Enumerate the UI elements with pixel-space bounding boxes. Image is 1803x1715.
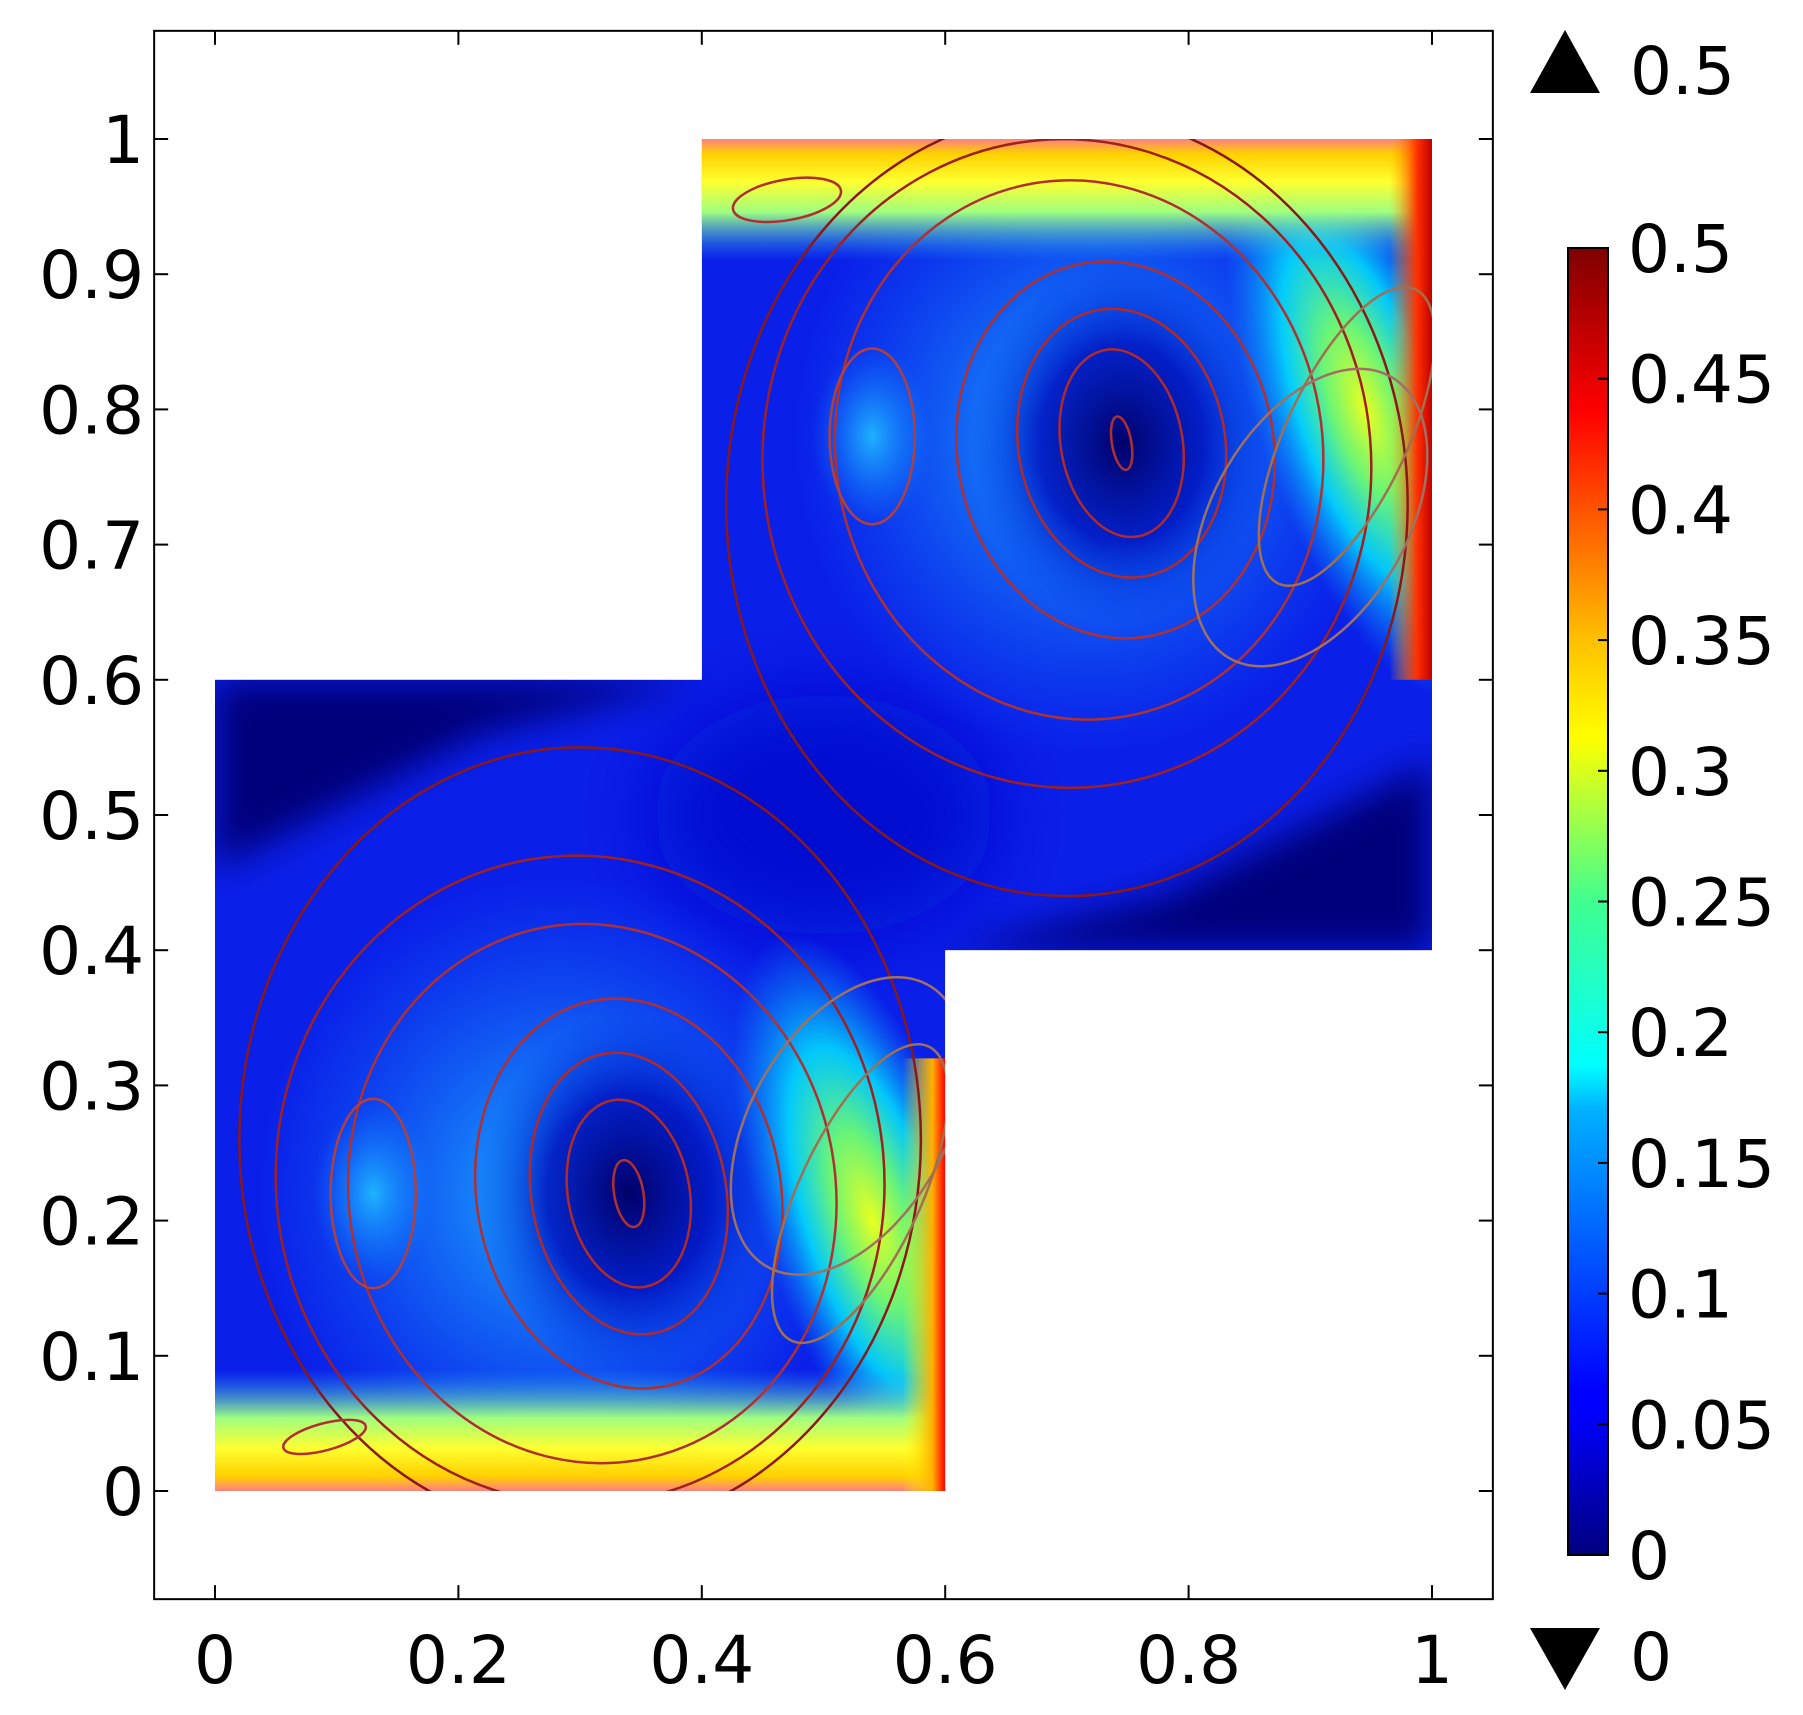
streamline [1058, 348, 1186, 539]
streamline [611, 1158, 646, 1229]
corner-dark-left [215, 679, 702, 870]
streamline [955, 260, 1277, 640]
colorbar-tick-label: 0.1 [1628, 1257, 1733, 1334]
y-tick-label: 0.3 [39, 1048, 144, 1125]
y-tick-label: 0.1 [39, 1319, 144, 1396]
streamline [238, 746, 923, 1491]
colorbar-tick-label: 0.2 [1628, 995, 1733, 1072]
field-layers [215, 139, 1432, 1491]
y-tick-label: 0 [102, 1454, 144, 1531]
range-min-label: 0 [1630, 1619, 1672, 1696]
streamline [274, 854, 886, 1491]
streamline [1109, 415, 1134, 472]
neck-region [653, 695, 994, 935]
streamline [1192, 367, 1429, 668]
vortex-core [478, 1013, 779, 1374]
colorbar-tick-label: 0.25 [1628, 865, 1775, 942]
colorbar-tick-label: 0.15 [1628, 1126, 1775, 1203]
streamline [1015, 307, 1228, 579]
colorbar-tick-label: 0.5 [1628, 211, 1733, 288]
x-axis-ticks: 0 0.2 0.4 0.6 0.8 1 [194, 30, 1453, 1699]
streamline [473, 997, 784, 1390]
x-tick-label: 0.8 [1136, 1622, 1241, 1699]
streamline [828, 347, 917, 526]
wall-upper [1389, 139, 1432, 680]
colorbar-tick-label: 0 [1628, 1518, 1670, 1595]
colorbar-tick-label: 0.35 [1628, 603, 1775, 680]
x-tick-label: 0 [194, 1622, 236, 1699]
streamline [761, 139, 1373, 790]
x-tick-label: 0.2 [406, 1622, 511, 1699]
colorbar-tick-label: 0.45 [1628, 342, 1775, 419]
colorbar: 0 0.05 0.1 0.15 0.2 0.25 0.3 0.35 0.4 0.45 0.5 0.5 0 [1530, 30, 1775, 1696]
colorbar-tick-label: 0.3 [1628, 734, 1733, 811]
vortex-core [971, 263, 1272, 624]
y-axis-ticks: 0 0.1 0.2 0.3 0.4 0.5 0.6 0.7 0.8 0.9 1 [39, 102, 1493, 1531]
streamline [731, 176, 843, 224]
x-tick-label: 1 [1411, 1622, 1453, 1699]
streamline-group [238, 139, 1432, 1491]
streamline [329, 1097, 418, 1290]
streamline [724, 139, 1409, 898]
streamlines [238, 139, 1432, 1491]
lid-bottom [215, 1369, 946, 1491]
streamline [565, 1098, 693, 1289]
lid-top [701, 139, 1432, 261]
range-max-triangle-icon [1530, 30, 1600, 93]
x-tick-label: 0.4 [649, 1622, 754, 1699]
y-tick-label: 0.5 [39, 778, 144, 855]
streamline [281, 1418, 368, 1456]
y-tick-label: 0.7 [39, 508, 144, 585]
y-tick-label: 0.6 [39, 643, 144, 720]
streamline [770, 1043, 950, 1345]
jet-upper [1225, 139, 1432, 697]
x-tick-label: 0.6 [893, 1622, 998, 1699]
y-tick-label: 0.2 [39, 1184, 144, 1261]
y-tick-label: 0.9 [39, 237, 144, 314]
y-tick-label: 0.8 [39, 372, 144, 449]
vortex-core [812, 346, 933, 527]
range-max-label: 0.5 [1630, 33, 1735, 110]
streamline [528, 1051, 730, 1336]
corner-dark-right [945, 760, 1432, 951]
colorbar-tick-label: 0.4 [1628, 472, 1733, 549]
vortex-core [313, 1103, 434, 1284]
velocity-field [215, 139, 1432, 1491]
colorbar-tick-label: 0.05 [1628, 1387, 1775, 1464]
streamline [346, 922, 838, 1465]
range-min-triangle-icon [1530, 1628, 1600, 1690]
y-tick-label: 0.4 [39, 913, 144, 990]
streamline [1257, 285, 1432, 587]
y-tick-label: 1 [102, 102, 144, 179]
wall-lower [902, 1058, 946, 1491]
